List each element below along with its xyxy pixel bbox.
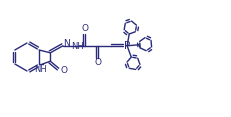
Text: O: O [82, 24, 89, 33]
Text: NH: NH [71, 42, 84, 51]
Text: O: O [60, 66, 67, 75]
Text: NH: NH [34, 64, 47, 73]
Text: P: P [124, 41, 130, 51]
Text: N: N [64, 39, 70, 48]
Text: O: O [94, 58, 101, 67]
